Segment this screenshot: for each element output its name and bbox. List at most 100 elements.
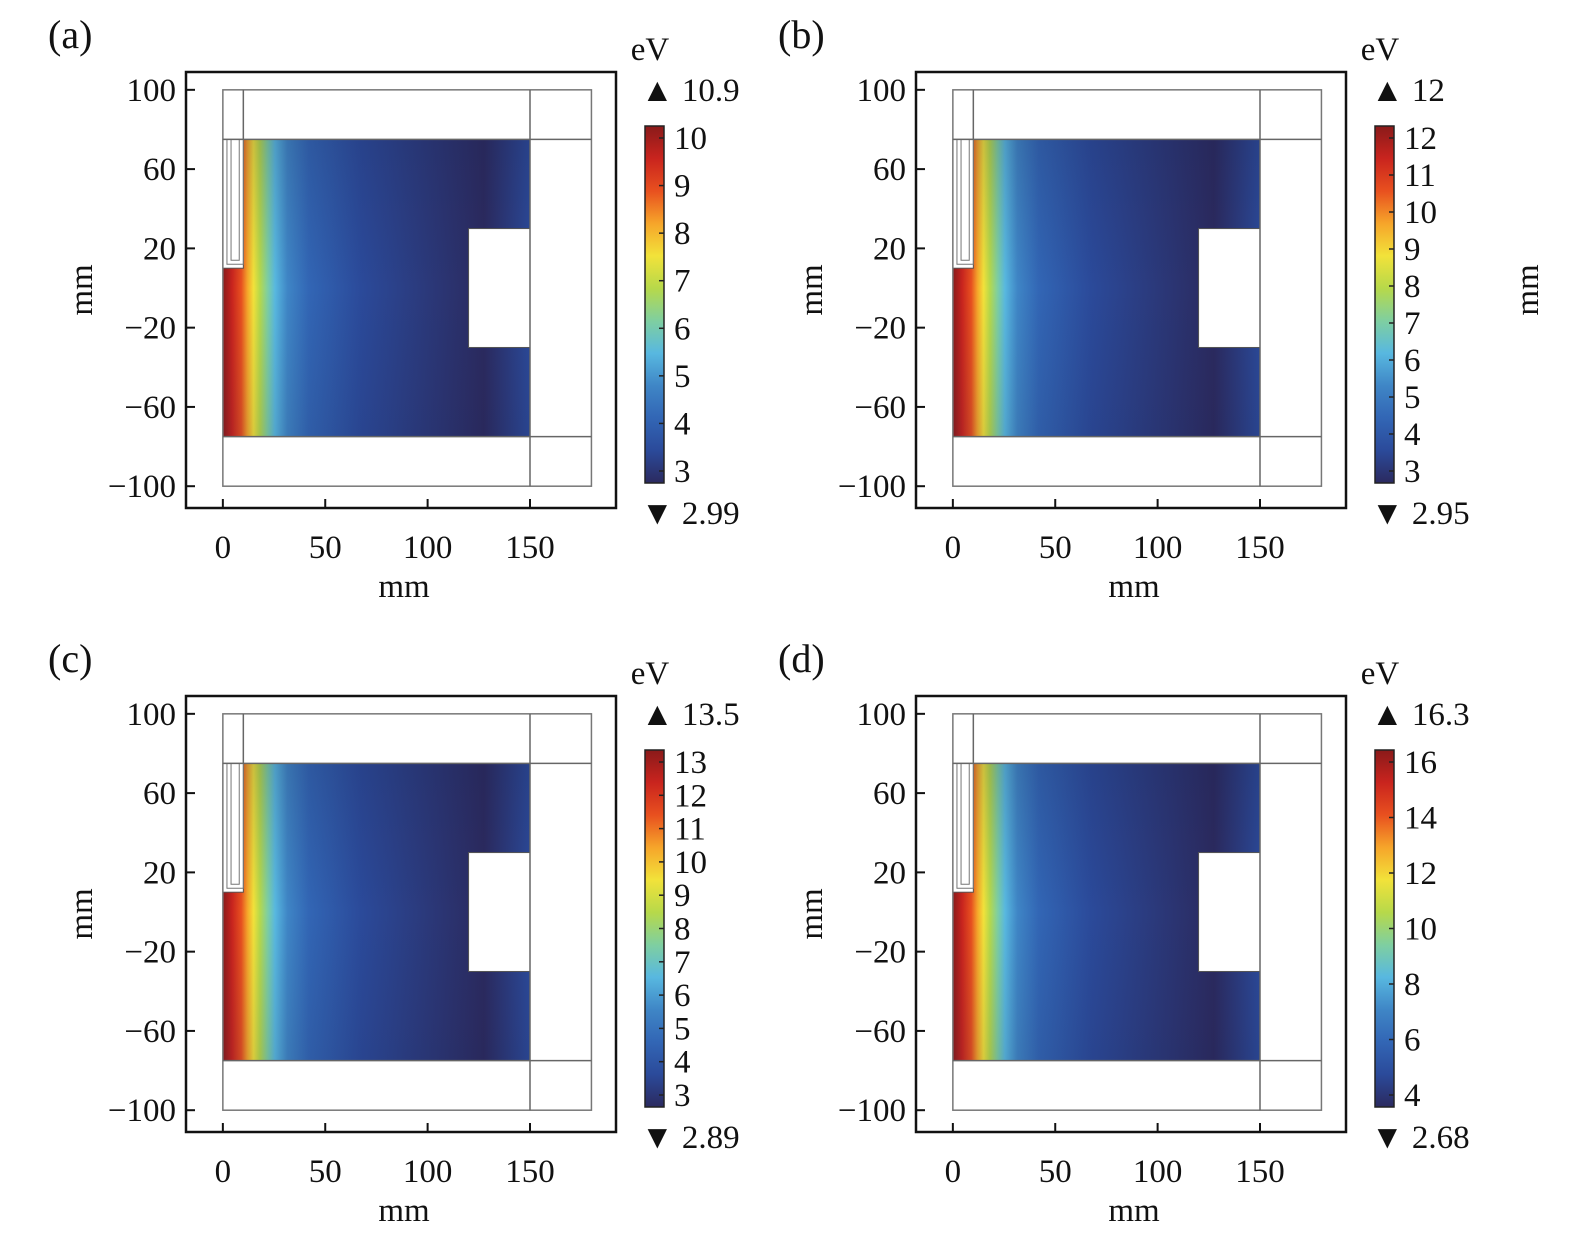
colorbar-tick-label: 4 [674,406,691,442]
y-tick-label: 100 [857,73,907,109]
right-axis-label: mm [1510,264,1546,316]
y-tick-label: 60 [873,152,906,188]
colorbar-unit: eV [1361,656,1400,692]
colorbar-tick-label: 6 [674,311,691,347]
colorbar-max-label: ▲ 13.5 [641,697,740,733]
colorbar-max-label: ▲ 16.3 [1371,697,1470,733]
y-tick-label: −20 [124,935,176,971]
x-tick-label: 0 [945,530,962,566]
source-inner-line [956,763,974,889]
colorbar-tick-label: 9 [674,169,691,205]
colorbar-unit: eV [631,656,670,692]
x-tick-label: 50 [309,1154,342,1190]
colorbar-tick-label: 10 [1404,195,1437,231]
y-tick-label: −100 [108,1093,176,1129]
colorbar-tick-label: 6 [674,978,691,1014]
colorbar-tick-label: 9 [1404,232,1421,268]
y-axis-label: mm [794,264,830,316]
source-chamber [222,138,244,269]
y-tick-label: 20 [873,231,906,267]
y-tick-label: −20 [854,311,906,347]
colorbar-tick-label: 7 [674,264,691,300]
source-inner-line [956,139,974,265]
y-tick-label: −60 [124,390,176,426]
panel-label: (d) [778,636,825,681]
x-axis-label: mm [1108,1193,1160,1229]
colorbar-tick-label: 5 [674,359,691,395]
source-chamber [952,138,974,269]
colorbar-tick-label: 13 [674,745,707,781]
source-inner-line [960,139,970,261]
panel-label: (b) [778,12,825,57]
extraction-hole [468,852,531,972]
colorbar-tick-label: 7 [674,945,691,981]
axes-frame [184,70,618,510]
x-tick-label: 50 [1039,530,1072,566]
domain-outline [222,89,593,487]
colorbar-tick-label: 12 [1404,856,1437,892]
colorbar-min-label: ▼ 2.89 [641,1120,740,1156]
x-tick-label: 0 [945,1154,962,1190]
source-chamber [952,762,974,893]
y-axis-label: mm [794,888,830,940]
y-tick-label: 20 [143,231,176,267]
panel-a: 100 60 20 −20 −60 −100 0 50 100 150 mm mm (a) eV ▲ 10.… [48,12,740,605]
y-tick-label: −60 [854,1014,906,1050]
y-tick-label: 60 [143,776,176,812]
colorbar-tick-label: 5 [1404,380,1421,416]
colorbar-tick-label: 6 [1404,1023,1421,1059]
y-tick-label: −100 [838,1093,906,1129]
domain-outline [952,89,1323,487]
panel-c: 100 60 20 −20 −60 −100 0 50 100 150 mm mm (c) eV ▲ 13.… [48,636,740,1229]
axes-frame [914,70,1348,510]
axes-frame [184,694,618,1134]
y-axis-label: mm [64,264,100,316]
colorbar-tick-label: 6 [1404,343,1421,379]
x-tick-label: 150 [505,1154,555,1190]
axes-frame [914,694,1348,1134]
colorbar-tick-label: 8 [674,216,691,252]
x-tick-label: 50 [309,530,342,566]
x-tick-label: 100 [403,1154,453,1190]
source-chamber [222,762,244,893]
colorbar-unit: eV [1361,32,1400,68]
extraction-hole [1198,228,1261,348]
y-axis-label: mm [64,888,100,940]
colorbar-tick-label: 10 [674,845,707,881]
colorbar-min-label: ▼ 2.99 [641,496,740,532]
panel-label: (c) [48,636,92,681]
y-tick-label: −60 [124,1014,176,1050]
colorbar-tick-label: 5 [674,1011,691,1047]
extraction-hole [468,228,531,348]
colorbar-tick-label: 3 [674,1078,691,1114]
domain-outline [952,713,1323,1111]
colorbar-tick-label: 4 [674,1045,691,1081]
x-tick-label: 100 [1133,530,1183,566]
x-axis-label: mm [1108,569,1160,605]
source-inner-line [230,139,240,261]
x-tick-label: 100 [403,530,453,566]
colorbar-unit: eV [631,32,670,68]
x-tick-label: 150 [1235,530,1285,566]
colorbar [644,125,665,484]
y-tick-label: 60 [143,152,176,188]
x-axis-label: mm [378,1193,430,1229]
colorbar [1374,125,1395,484]
source-inner-line [230,763,240,885]
x-tick-label: 50 [1039,1154,1072,1190]
x-tick-label: 0 [215,530,232,566]
y-tick-label: 60 [873,776,906,812]
source-inner-line [960,763,970,885]
panel-label: (a) [48,12,92,57]
colorbar-tick-label: 16 [1404,745,1437,781]
colorbar-tick-label: 14 [1404,801,1437,837]
panel-d: 100 60 20 −20 −60 −100 0 50 100 150 mm mm (d) eV ▲ 16.… [778,636,1470,1229]
colorbar-tick-label: 10 [674,121,707,157]
colorbar-tick-label: 7 [1404,306,1421,342]
source-inner-line [226,139,244,265]
y-tick-label: −100 [108,469,176,505]
panel-b: 100 60 20 −20 −60 −100 0 50 100 150 mm mm (b) eV ▲ 12 ▼… [778,12,1546,605]
y-tick-label: 20 [873,855,906,891]
colorbar-tick-label: 8 [674,912,691,948]
